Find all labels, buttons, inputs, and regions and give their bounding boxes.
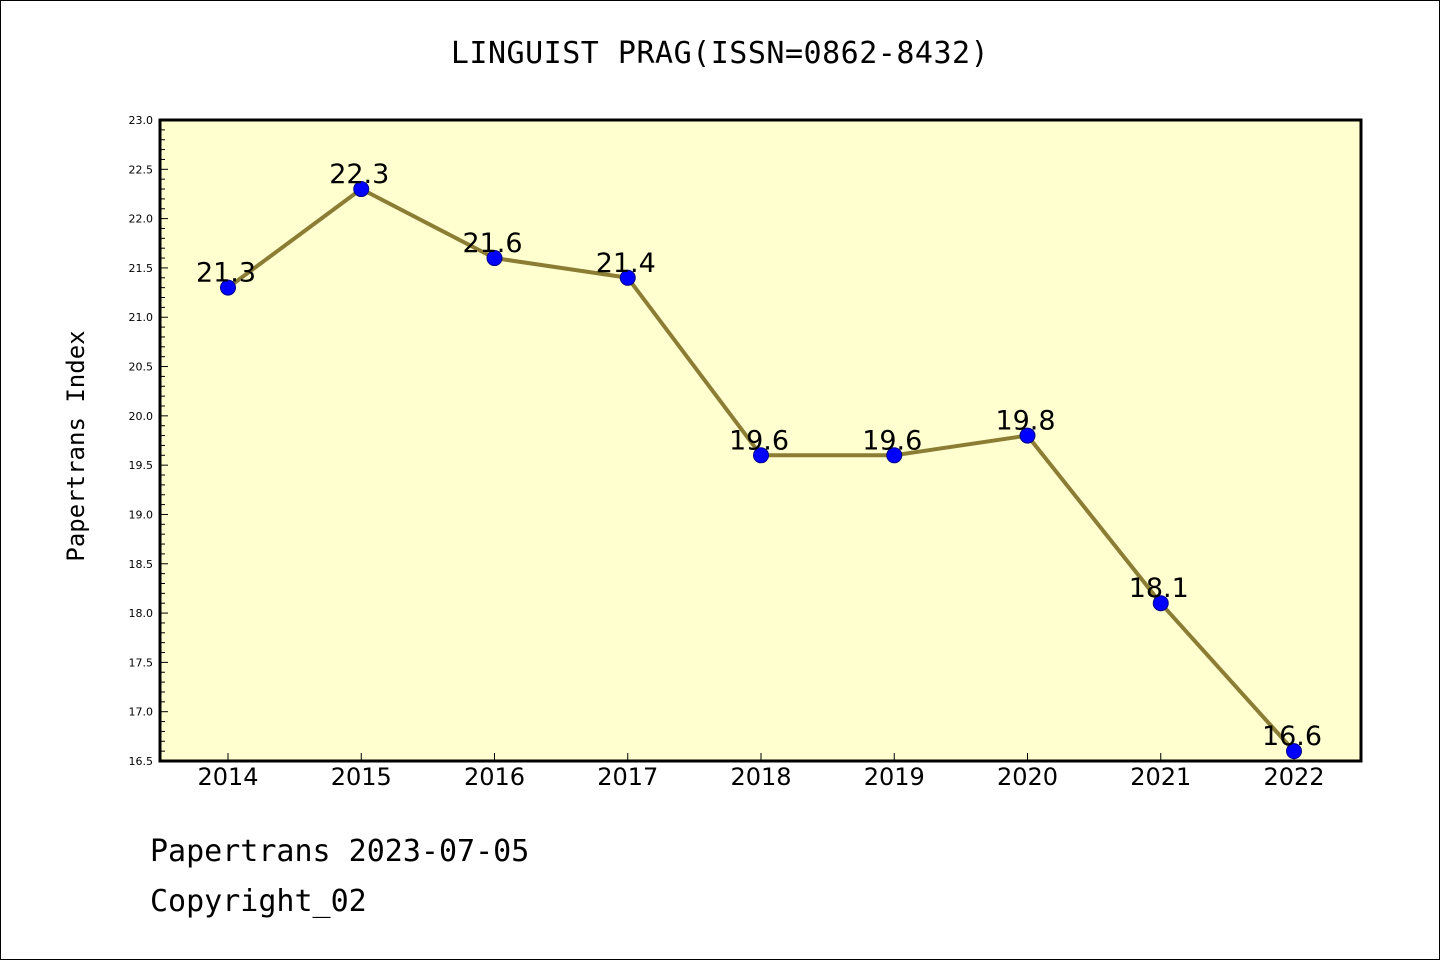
x-tick-label: 2018 bbox=[730, 763, 791, 791]
data-markers bbox=[220, 181, 1302, 760]
y-tick-label: 20.5 bbox=[129, 361, 154, 374]
x-tick-label: 2015 bbox=[331, 763, 392, 791]
data-point bbox=[619, 269, 636, 286]
data-label: 16.6 bbox=[1262, 721, 1322, 752]
x-axis-ticks: 2014 2015 2016 2017 2018 2019 2020 2021 2022 bbox=[197, 753, 1325, 791]
footer-copyright: Copyright_02 bbox=[150, 884, 367, 919]
y-tick-label: 19.5 bbox=[129, 459, 154, 472]
plot-area bbox=[160, 120, 1361, 761]
y-tick-label: 17.0 bbox=[129, 706, 154, 719]
x-tick-label: 2019 bbox=[864, 763, 925, 791]
y-tick-label: 17.5 bbox=[129, 656, 154, 669]
y-tick-label: 23.0 bbox=[129, 114, 154, 127]
y-axis-ticks: 16.5 17.0 17.5 18.0 18.5 19.0 19.5 20.0 20.5 21.0… bbox=[129, 114, 168, 768]
y-tick-label: 21.5 bbox=[129, 262, 154, 275]
data-label: 21.4 bbox=[596, 248, 656, 279]
data-point bbox=[353, 181, 370, 198]
y-tick-label: 19.0 bbox=[129, 508, 154, 521]
y-tick-label: 18.0 bbox=[129, 607, 154, 620]
data-labels: 21.3 22.3 21.6 21.4 19.6 19.6 19.8 18.1 16.6 bbox=[196, 159, 1322, 752]
y-tick-label: 20.0 bbox=[129, 410, 154, 423]
data-label: 21.3 bbox=[196, 258, 256, 289]
y-tick-label: 22.5 bbox=[129, 163, 154, 176]
plot-border bbox=[158, 118, 1363, 763]
data-point bbox=[1152, 595, 1169, 612]
x-tick-label: 2014 bbox=[197, 763, 258, 791]
data-label: 19.6 bbox=[729, 425, 789, 456]
y-tick-label: 16.5 bbox=[129, 755, 154, 768]
data-label: 19.8 bbox=[995, 406, 1055, 437]
data-point bbox=[220, 279, 236, 296]
data-label: 18.1 bbox=[1129, 573, 1189, 604]
chart-title: LINGUIST PRAG(ISSN=0862-8432) bbox=[450, 36, 990, 71]
data-label: 22.3 bbox=[329, 159, 389, 190]
footer-source-date: Papertrans 2023-07-05 bbox=[150, 834, 530, 869]
data-point bbox=[1286, 743, 1302, 760]
data-point bbox=[753, 447, 769, 464]
data-point bbox=[1019, 427, 1036, 444]
x-tick-label: 2016 bbox=[464, 763, 525, 791]
y-tick-label: 18.5 bbox=[129, 558, 154, 571]
data-label: 19.6 bbox=[862, 425, 922, 456]
x-tick-label: 2020 bbox=[997, 763, 1058, 791]
data-label: 21.6 bbox=[462, 228, 522, 259]
y-tick-label: 22.0 bbox=[129, 213, 154, 226]
data-point bbox=[886, 447, 903, 464]
x-tick-label: 2022 bbox=[1263, 763, 1324, 791]
x-tick-label: 2021 bbox=[1130, 763, 1191, 791]
x-tick-label: 2017 bbox=[597, 763, 658, 791]
data-point bbox=[486, 250, 503, 267]
y-tick-label: 21.0 bbox=[129, 311, 154, 324]
